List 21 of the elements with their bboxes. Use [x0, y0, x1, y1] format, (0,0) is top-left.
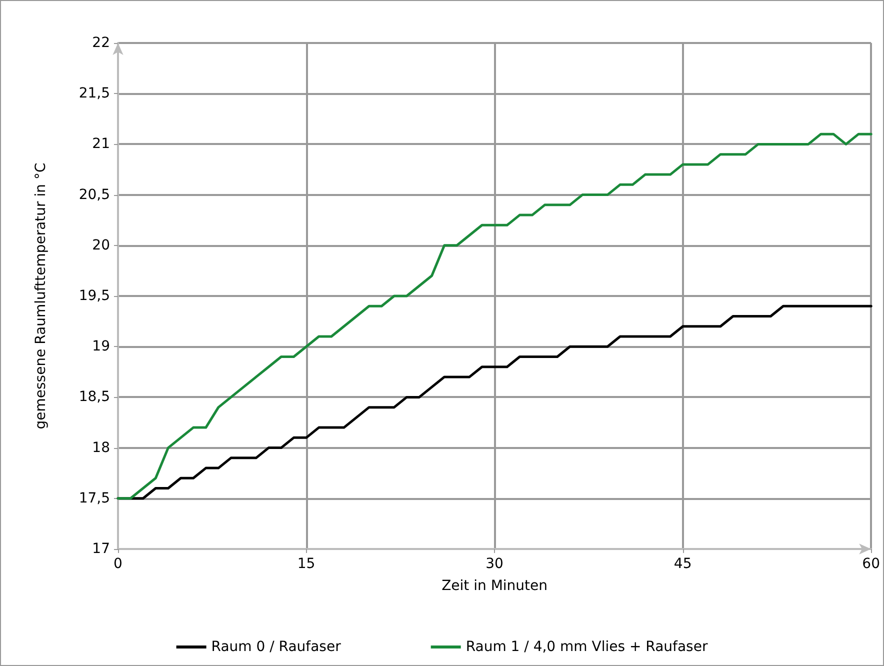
legend-label: Raum 1 / 4,0 mm Vlies + Raufaser: [466, 639, 708, 655]
y-tick-label: 20,5: [78, 186, 110, 203]
y-axis-title: gemessene Raumlufttemperatur in °C: [33, 162, 49, 430]
y-tick-label: 22: [92, 35, 110, 51]
x-axis-title: Zeit in Minuten: [442, 578, 548, 594]
x-tick-label: 15: [297, 556, 316, 572]
y-tick-label: 19,5: [78, 288, 110, 304]
y-tick-label: 18,5: [78, 389, 110, 406]
y-tick-label: 18: [92, 440, 110, 456]
x-tick-label: 60: [862, 556, 880, 572]
y-tick-label: 20: [92, 237, 110, 254]
x-tick-label: 45: [674, 556, 692, 572]
x-tick-label: 30: [486, 556, 504, 572]
y-tick-label: 17: [92, 541, 110, 557]
legend-label: Raum 0 / Raufaser: [211, 639, 342, 655]
y-tick-label: 21: [92, 136, 110, 152]
y-tick-label: 21,5: [78, 86, 110, 102]
y-tick-label: 17,5: [78, 490, 110, 506]
y-tick-label: 19: [92, 338, 110, 355]
x-tick-label: 0: [114, 556, 122, 572]
line-series: [116, 132, 872, 500]
